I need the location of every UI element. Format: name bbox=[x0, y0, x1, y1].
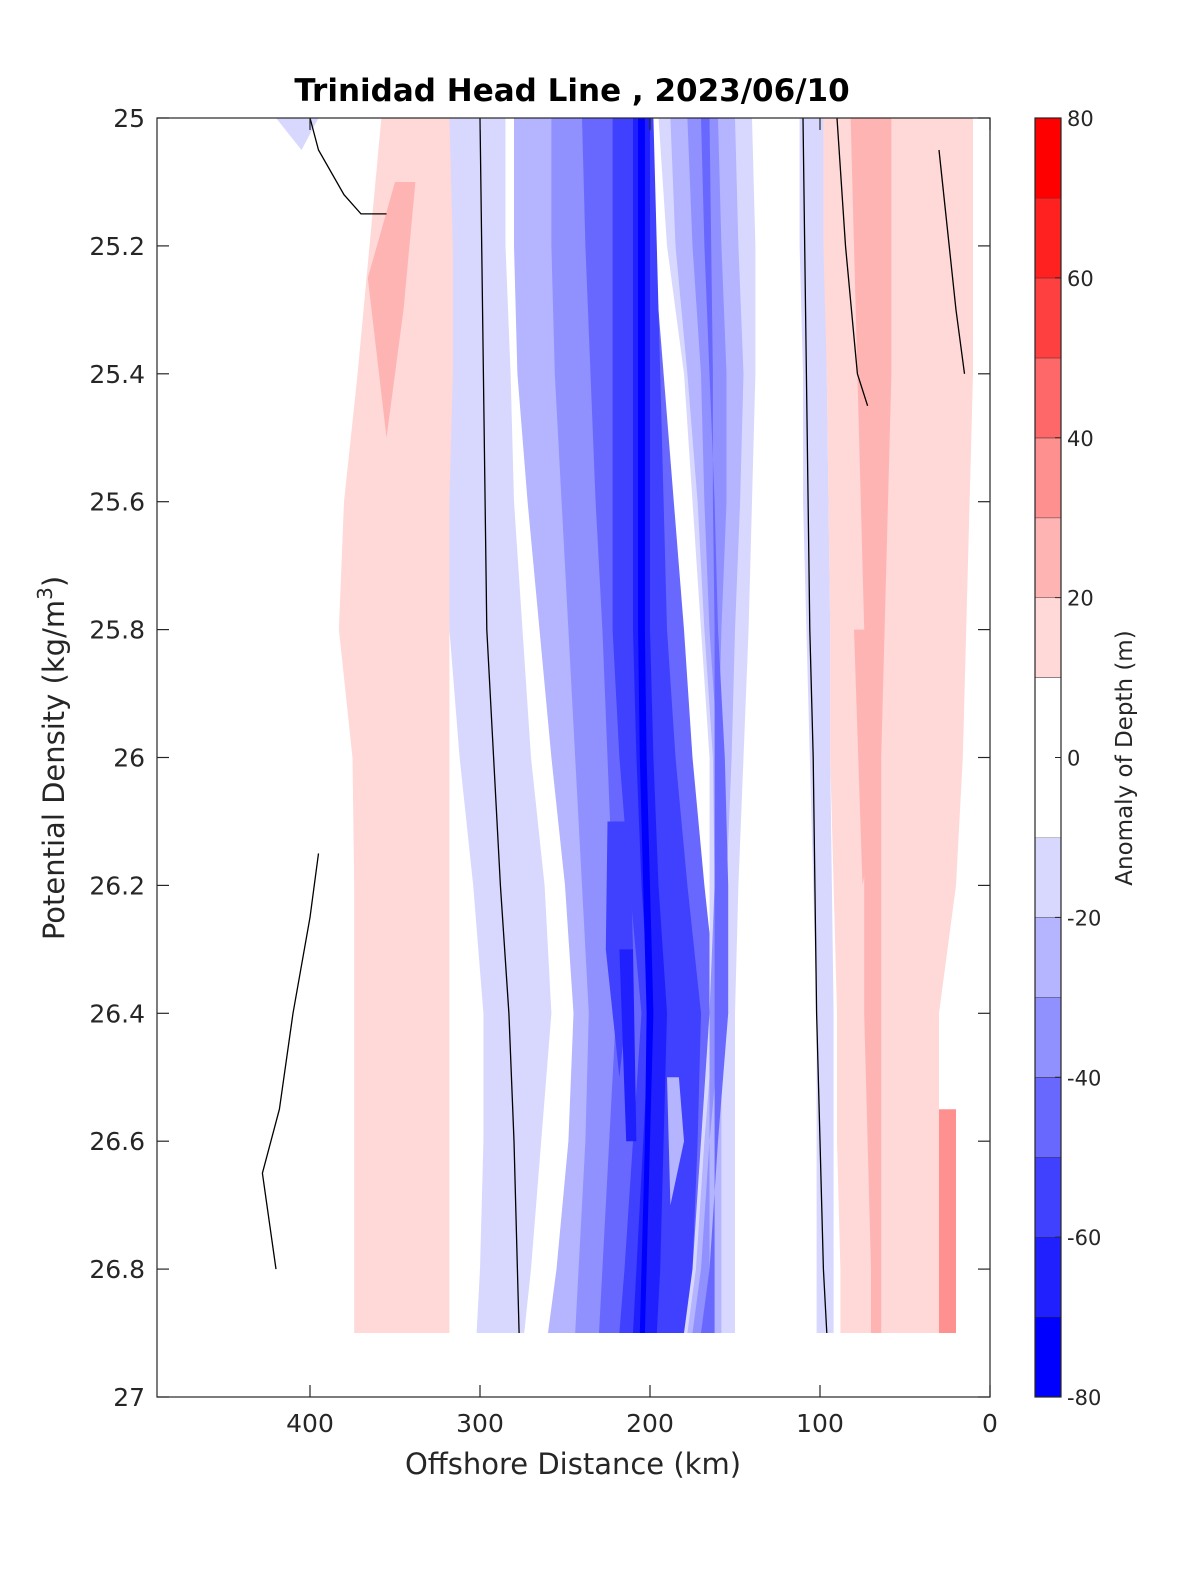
y-tick-label-1: 25.2 bbox=[89, 232, 145, 261]
colorbar-level-5 bbox=[1035, 917, 1061, 998]
x-tick-label-1: 300 bbox=[456, 1409, 504, 1438]
contour-band-2 bbox=[514, 118, 603, 1333]
colorbar bbox=[1035, 117, 1061, 1397]
x-tick-label-4: 0 bbox=[982, 1409, 998, 1438]
colorbar-level-11 bbox=[1035, 357, 1061, 438]
colorbar-level-6 bbox=[1035, 837, 1061, 918]
contour-patch-0 bbox=[367, 182, 416, 438]
x-tick-label-0: 400 bbox=[286, 1409, 334, 1438]
contour-patch-2 bbox=[276, 118, 319, 150]
colorbar-tick-label-2: 40 bbox=[1067, 427, 1094, 451]
colorbar-level-8 bbox=[1035, 597, 1061, 678]
colorbar-level-2 bbox=[1035, 1157, 1061, 1238]
x-axis-label: Offshore Distance (km) bbox=[405, 1447, 741, 1481]
y-tick-label-2: 25.4 bbox=[89, 360, 145, 389]
colorbar-level-10 bbox=[1035, 437, 1061, 518]
y-tick-label-6: 26.2 bbox=[89, 871, 145, 900]
y-axis-label-superscript: 3 bbox=[33, 587, 57, 600]
contour-fill-layer bbox=[276, 118, 973, 1333]
zero-contour-line-3 bbox=[261, 853, 320, 1270]
y-axis-label: Potential Density (kg/m3) bbox=[33, 576, 71, 940]
colorbar-level-3 bbox=[1035, 1077, 1061, 1158]
colorbar-tick-label-3: 20 bbox=[1067, 587, 1094, 611]
y-tick-label-0: 25 bbox=[113, 104, 145, 133]
x-tick-label-3: 100 bbox=[796, 1409, 844, 1438]
y-tick-label-8: 26.6 bbox=[89, 1127, 145, 1156]
zero-contour-line-2 bbox=[309, 118, 387, 215]
colorbar-tick-label-0: 80 bbox=[1067, 107, 1094, 131]
zero-contour-line-1 bbox=[802, 118, 828, 1334]
contour-band-11 bbox=[701, 118, 729, 1333]
contour-band-1 bbox=[338, 118, 453, 1333]
y-tick-label-7: 26.4 bbox=[89, 999, 145, 1028]
colorbar-tick-label-7: -60 bbox=[1067, 1226, 1101, 1250]
colorbar-level-14 bbox=[1035, 118, 1061, 198]
contour-line-layer bbox=[261, 118, 966, 1334]
y-tick-label-5: 26 bbox=[113, 744, 145, 773]
colorbar-tick-label-5: -20 bbox=[1067, 906, 1101, 930]
colorbar-tick-label-1: 60 bbox=[1067, 267, 1094, 291]
colorbar-level-12 bbox=[1035, 277, 1061, 358]
contour-band-7 bbox=[638, 118, 654, 1333]
colorbar-tick-label-6: -40 bbox=[1067, 1066, 1101, 1090]
colorbar-level-0 bbox=[1035, 1317, 1061, 1397]
y-axis-label-main: Potential Density (kg/m bbox=[37, 600, 71, 940]
colorbar-level-9 bbox=[1035, 517, 1061, 598]
contour-patch-5 bbox=[667, 1077, 684, 1206]
x-axis: 400 300 200 100 0 bbox=[286, 118, 998, 1438]
colorbar-level-13 bbox=[1035, 197, 1061, 278]
zero-contour-line-4 bbox=[836, 118, 869, 406]
zero-contour-line-5 bbox=[938, 149, 966, 374]
x-tick-label-2: 200 bbox=[626, 1409, 674, 1438]
contour-band-12 bbox=[799, 118, 834, 1333]
y-axis: 25 25.2 25.4 25.6 25.8 26 26.2 26.4 26.6 26.8 27 bbox=[89, 104, 990, 1412]
zero-contour-line-0 bbox=[479, 118, 520, 1334]
colorbar-label: Anomaly of Depth (m) bbox=[1112, 630, 1138, 885]
y-tick-label-9: 26.8 bbox=[89, 1255, 145, 1284]
colorbar-level-4 bbox=[1035, 997, 1061, 1078]
contour-patch-6 bbox=[854, 629, 875, 886]
y-axis-label-end: ) bbox=[37, 576, 71, 587]
contour-band-14 bbox=[850, 118, 892, 1333]
colorbar-tick-label-8: -80 bbox=[1067, 1386, 1101, 1410]
colorbar-level-1 bbox=[1035, 1237, 1061, 1317]
colorbar-ticks: 80 60 40 20 0 -20 -40 -60 -80 bbox=[1055, 107, 1101, 1410]
colorbar-tick-label-4: 0 bbox=[1067, 747, 1080, 771]
y-tick-label-10: 27 bbox=[113, 1383, 145, 1412]
contour-patch-4 bbox=[619, 949, 637, 1142]
chart-title: Trinidad Head Line , 2023/06/10 bbox=[294, 73, 849, 109]
contour-band-0 bbox=[446, 118, 552, 1333]
y-tick-label-4: 25.8 bbox=[89, 616, 145, 645]
contour-patch-1 bbox=[369, 1141, 412, 1257]
y-tick-label-3: 25.6 bbox=[89, 488, 145, 517]
contour-patch-7 bbox=[939, 1109, 956, 1333]
